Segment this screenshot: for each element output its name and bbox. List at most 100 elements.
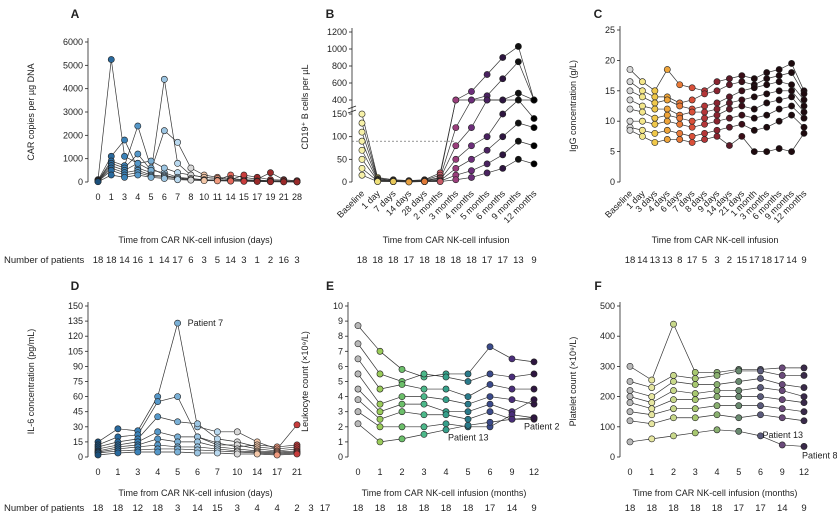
data-point (713, 411, 721, 419)
data-point (174, 138, 181, 146)
data-point (639, 108, 646, 116)
patient-count: 17 (749, 255, 760, 266)
data-point (452, 155, 460, 163)
data-point (726, 99, 733, 107)
data-point (648, 376, 656, 384)
data-point (468, 167, 475, 175)
data-point (530, 96, 538, 104)
data-point (421, 178, 428, 185)
x-tick-label: 17 (272, 467, 282, 477)
data-point (651, 114, 659, 122)
data-point (713, 105, 721, 113)
data-point (738, 78, 746, 86)
data-point (530, 160, 538, 168)
patient-count: 18 (435, 255, 446, 266)
data-point (701, 129, 708, 137)
data-point (663, 96, 671, 104)
patient-count: 5 (702, 255, 707, 266)
data-point (763, 111, 771, 119)
data-point (726, 105, 733, 113)
data-point (358, 137, 366, 145)
patient-count: 18 (419, 503, 430, 514)
series-line (97, 130, 298, 182)
data-point (788, 69, 795, 76)
patient-count: 9 (801, 255, 806, 266)
data-point (134, 122, 142, 130)
data-point (670, 372, 677, 379)
data-point (293, 450, 301, 458)
patient-count: 15 (737, 255, 748, 266)
x-axis-label: Time from CAR NK-cell infusion (days) (118, 488, 272, 498)
data-point (514, 137, 522, 145)
data-point (691, 375, 699, 382)
y-axis-label: CD19⁺ B cells per µL (300, 65, 310, 150)
data-point (376, 438, 384, 446)
data-point (763, 148, 771, 155)
data-point (508, 373, 516, 381)
data-point (713, 402, 721, 410)
panel-letter: A (71, 7, 80, 21)
data-point (354, 396, 362, 404)
data-point (514, 58, 522, 66)
y-tick-label: 5000 (63, 60, 83, 70)
data-point (194, 449, 201, 457)
data-point (293, 421, 301, 429)
data-point (626, 387, 634, 394)
data-point (639, 102, 646, 110)
data-point (253, 450, 261, 458)
patient-count: 14 (225, 255, 236, 266)
x-tick-label: 6 (162, 192, 167, 202)
data-point (530, 142, 538, 150)
data-point (187, 164, 195, 172)
data-point (213, 428, 221, 436)
panel-letter: E (326, 279, 334, 293)
data-point (670, 320, 677, 328)
data-point (738, 132, 746, 140)
patient-count: 3 (175, 503, 180, 514)
y-tick-label: 100 (332, 132, 347, 142)
data-point (735, 378, 743, 385)
data-point (376, 415, 384, 423)
y-axis-label: Platelet count (×10⁹/L) (568, 337, 578, 427)
data-point (726, 81, 733, 89)
panel-letter: F (594, 279, 601, 293)
annotation-label: Patient 2 (524, 422, 560, 432)
data-point (452, 176, 460, 184)
data-point (354, 420, 362, 428)
x-axis-label: Time from CAR NK-cell infusion (652, 235, 779, 245)
x-tick-label: 21 (279, 192, 289, 202)
data-point (788, 111, 795, 119)
x-axis-label: Time from CAR NK-cell infusion (383, 235, 510, 245)
data-point (398, 408, 406, 416)
data-point (514, 119, 522, 127)
data-point (800, 90, 808, 98)
data-point (114, 449, 122, 457)
y-tick-label: 400 (600, 331, 615, 341)
data-point (626, 393, 634, 400)
data-point (376, 423, 384, 431)
data-point (676, 81, 684, 89)
y-tick-label: 0 (610, 452, 615, 462)
data-point (651, 129, 659, 137)
data-point (626, 126, 634, 134)
y-tick-label: 600 (332, 78, 347, 88)
data-point (398, 400, 406, 408)
data-point (713, 132, 721, 140)
data-point (499, 96, 507, 104)
y-tick-label: 100 (600, 422, 615, 432)
y-tick-label: 4 (338, 392, 343, 402)
series-line (357, 325, 535, 378)
data-point (354, 340, 362, 348)
patient-count: 3 (241, 255, 246, 266)
data-point (800, 417, 808, 425)
annotation-label: Patient 13 (763, 430, 804, 440)
data-point (800, 96, 808, 104)
data-point (508, 355, 516, 363)
data-point (354, 370, 362, 378)
data-point (757, 402, 764, 410)
data-point (464, 415, 472, 423)
patient-count: 18 (625, 255, 636, 266)
patient-count: 17 (774, 255, 785, 266)
y-tick-label: 400 (332, 95, 347, 105)
patient-count: 18 (93, 503, 104, 514)
